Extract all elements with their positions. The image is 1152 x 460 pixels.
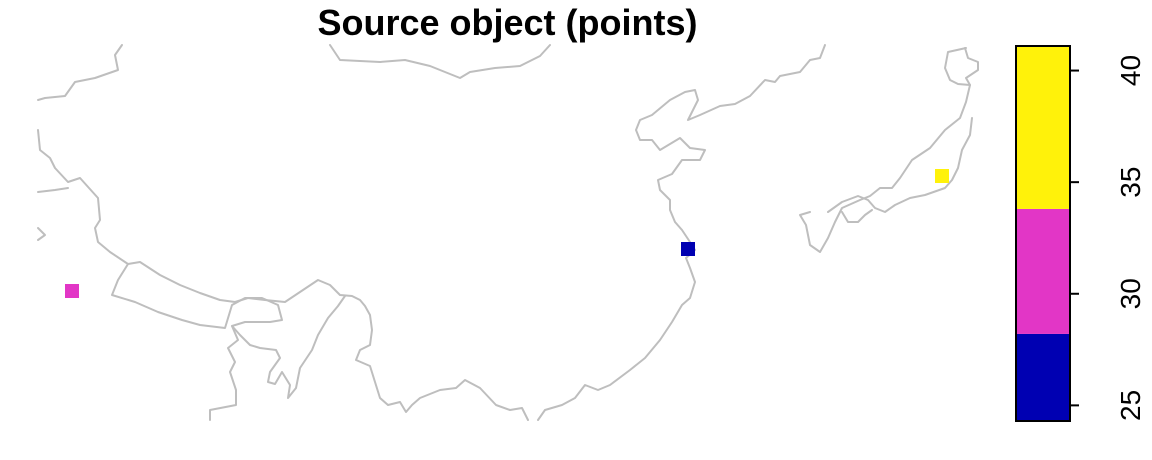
center-point-marker [681,242,695,256]
legend-tick-label: 25 [1115,390,1146,421]
coastlines [37,44,979,421]
legend-tick-label: 40 [1115,55,1146,86]
right-point-marker [935,169,949,183]
legend-segment [1016,46,1070,209]
coastline-east-china [537,44,826,421]
coastline-japan-south [827,117,973,213]
coastline-japan-inner [841,209,873,223]
border-india-tibet [111,263,283,421]
legend-tick-label: 30 [1115,278,1146,309]
coastline-korea-japan [799,47,979,253]
coastline-japan-east [944,47,971,86]
legend-segment [1016,208,1070,334]
legend-tick-label: 35 [1115,167,1146,198]
coastline-west-arrow [37,227,46,241]
left-point-marker [65,284,79,298]
legend-frame [1015,45,1071,422]
coastline-north [329,44,551,79]
map-title: Source object (points) [317,2,698,43]
legend-colorbar [1016,46,1070,421]
legend-ticks: 25 30 35 40 [1070,55,1146,421]
legend-segment [1016,333,1070,421]
coastline-west-small [37,187,69,193]
border-southeast-asia [231,295,346,399]
coastline-northwest [37,44,123,101]
border-west-himalaya [37,129,529,421]
